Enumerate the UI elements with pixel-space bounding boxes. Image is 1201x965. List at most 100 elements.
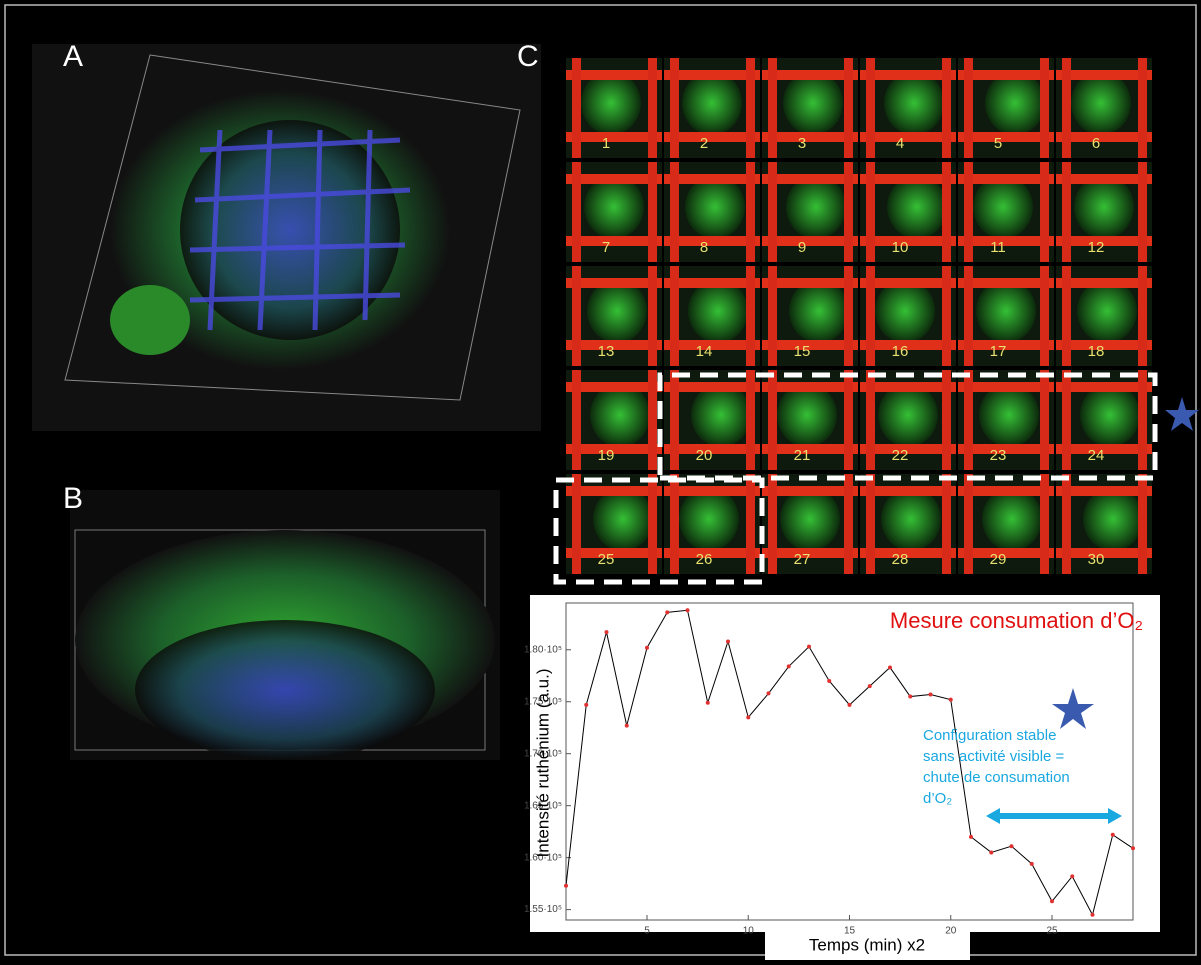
frame: 7 <box>566 162 662 262</box>
frame: 18 <box>1056 266 1152 366</box>
frame-number: 30 <box>1088 551 1105 568</box>
fiber <box>648 162 657 262</box>
cell <box>679 487 739 551</box>
fiber <box>964 370 973 470</box>
data-point <box>726 639 730 643</box>
frame: 20 <box>664 370 760 470</box>
cell <box>973 175 1033 239</box>
frame-number: 11 <box>990 239 1006 256</box>
fiber <box>1138 370 1147 470</box>
x-tick-label: 10 <box>743 926 755 937</box>
frame: 22 <box>860 370 956 470</box>
frame: 8 <box>664 162 760 262</box>
frame: 2 <box>664 58 760 158</box>
data-point <box>1030 862 1034 866</box>
frame-number: 19 <box>598 447 615 464</box>
cell <box>682 71 742 135</box>
frame-number: 16 <box>892 343 909 360</box>
y-tick-label: 1.55·10⁵ <box>524 904 562 915</box>
data-point <box>787 664 791 668</box>
frame-number: 13 <box>598 343 615 360</box>
frame-number: 8 <box>700 239 708 256</box>
data-point <box>807 645 811 649</box>
data-point <box>1091 913 1095 917</box>
panel-label: B <box>63 482 83 515</box>
annotation: Configuration stable <box>923 727 1056 744</box>
frame-number: 15 <box>794 343 811 360</box>
y-tick-label: 1.80·10⁵ <box>524 644 562 655</box>
fiber <box>964 266 973 366</box>
fiber <box>844 58 853 158</box>
fiber <box>1138 58 1147 158</box>
data-point <box>686 608 690 612</box>
fiber <box>648 266 657 366</box>
cell <box>881 487 941 551</box>
cell <box>584 175 644 239</box>
data-point <box>969 835 973 839</box>
frame-number: 25 <box>598 551 615 568</box>
data-point <box>1111 833 1115 837</box>
frame-number: 18 <box>1088 343 1105 360</box>
cell <box>887 175 947 239</box>
frame-number: 29 <box>990 551 1007 568</box>
fiber <box>844 474 853 574</box>
fiber <box>964 58 973 158</box>
fiber <box>746 162 755 262</box>
frame: 5 <box>958 58 1054 158</box>
fiber <box>670 474 679 574</box>
figure: A B C 1234567891011121314151617181920212… <box>0 0 1201 960</box>
fiber <box>746 266 755 366</box>
cell <box>691 383 751 447</box>
cell <box>789 279 849 343</box>
frame: 16 <box>860 266 956 366</box>
frame: 19 <box>566 370 662 470</box>
page: A B C 1234567891011121314151617181920212… <box>0 0 1201 965</box>
chart-title: Mesure consumation d’O₂ <box>890 608 1143 633</box>
fiber <box>866 266 875 366</box>
frame-number: 12 <box>1088 239 1105 256</box>
frame-number: 2 <box>700 135 708 152</box>
panel-label: A <box>63 40 83 73</box>
fiber <box>844 370 853 470</box>
data-point <box>625 724 629 728</box>
cell <box>976 279 1036 343</box>
frame-number: 28 <box>892 551 909 568</box>
fiber <box>572 474 581 574</box>
fiber <box>1040 266 1049 366</box>
frame: 27 <box>762 474 858 574</box>
frame-number: 27 <box>794 551 811 568</box>
frame: 9 <box>762 162 858 262</box>
fiber <box>648 370 657 470</box>
annotation: d’O₂ <box>923 790 952 807</box>
fiber <box>746 370 755 470</box>
frame: 17 <box>958 266 1054 366</box>
frame: 1 <box>566 58 662 158</box>
cell <box>884 71 944 135</box>
frame-number: 6 <box>1092 135 1100 152</box>
cell <box>1083 487 1143 551</box>
fiber <box>1062 474 1071 574</box>
fiber <box>768 58 777 158</box>
frame: 30 <box>1056 474 1152 574</box>
cell <box>581 71 641 135</box>
data-point <box>908 695 912 699</box>
frame: 11 <box>958 162 1054 262</box>
data-point <box>1131 846 1135 850</box>
fiber <box>746 474 755 574</box>
fiber <box>768 474 777 574</box>
annotation: chute de consumation <box>923 769 1070 786</box>
frame-number: 9 <box>798 239 806 256</box>
cell <box>875 279 935 343</box>
fiber <box>942 58 951 158</box>
fiber <box>670 162 679 262</box>
data-point <box>605 630 609 634</box>
fiber <box>670 58 679 158</box>
fiber <box>768 266 777 366</box>
fiber <box>866 370 875 470</box>
cell <box>593 487 653 551</box>
cell <box>688 279 748 343</box>
data-point <box>868 684 872 688</box>
frame: 13 <box>566 266 662 366</box>
cell <box>786 175 846 239</box>
data-point <box>584 703 588 707</box>
